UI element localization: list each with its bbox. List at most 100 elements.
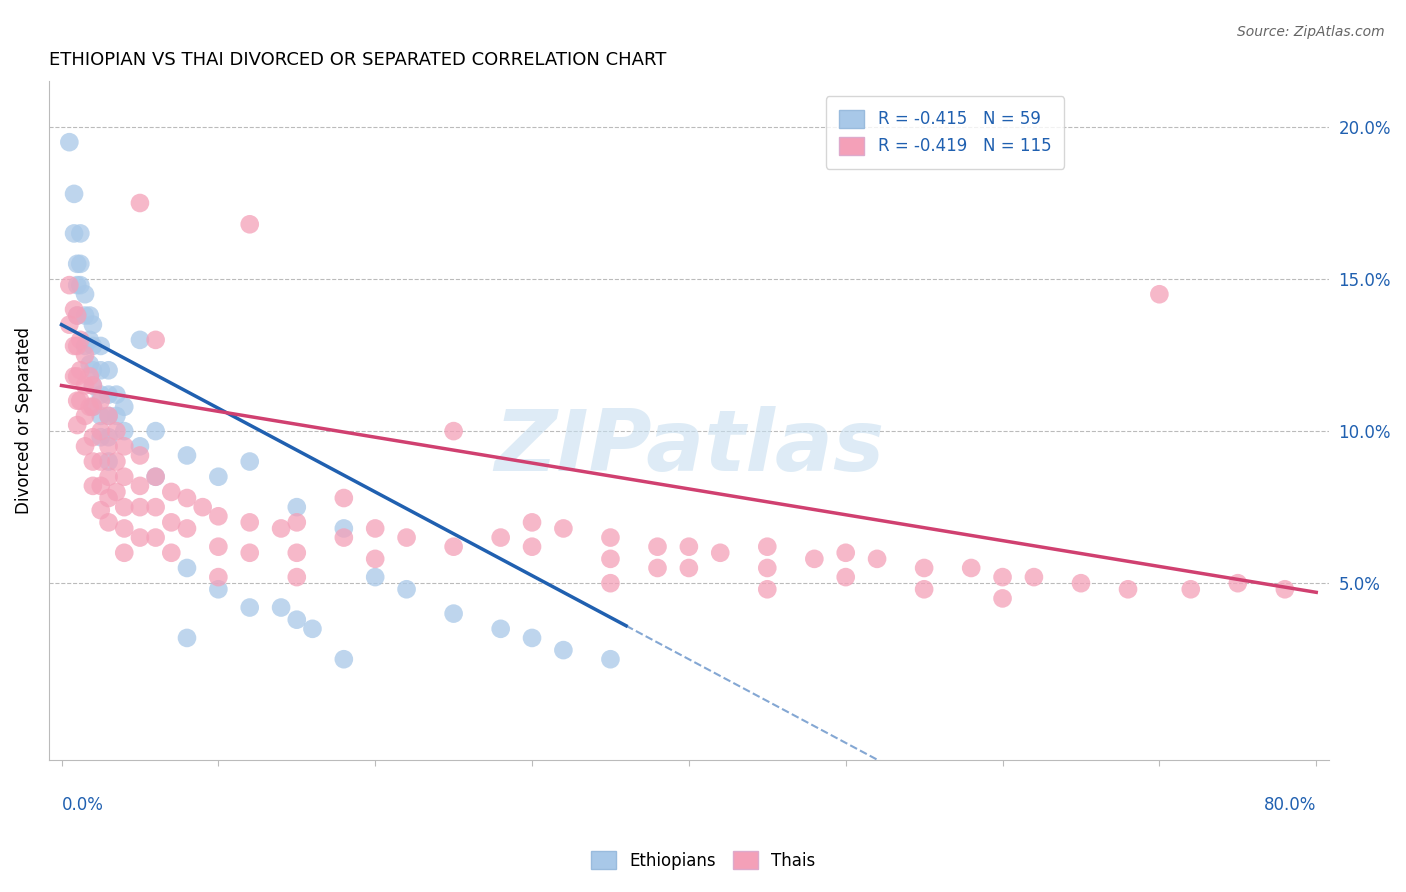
Point xyxy=(97,409,120,423)
Point xyxy=(105,424,128,438)
Point xyxy=(129,333,152,347)
Point xyxy=(912,582,935,597)
Point xyxy=(1022,570,1045,584)
Point xyxy=(58,278,80,293)
Point xyxy=(66,417,89,432)
Point xyxy=(520,540,543,554)
Point xyxy=(285,613,308,627)
Point xyxy=(285,516,308,530)
Point xyxy=(912,561,935,575)
Point xyxy=(82,318,104,332)
Point xyxy=(90,424,112,438)
Point xyxy=(105,454,128,468)
Point xyxy=(97,469,120,483)
Point xyxy=(129,500,152,515)
Point xyxy=(69,333,91,347)
Point xyxy=(82,378,104,392)
Point xyxy=(364,552,387,566)
Point xyxy=(112,469,135,483)
Point xyxy=(66,393,89,408)
Point xyxy=(489,622,512,636)
Point xyxy=(599,576,621,591)
Point xyxy=(97,409,120,423)
Point xyxy=(69,227,91,241)
Point xyxy=(160,546,183,560)
Point xyxy=(69,393,91,408)
Point xyxy=(66,369,89,384)
Point xyxy=(69,363,91,377)
Point xyxy=(756,582,779,597)
Point xyxy=(112,439,135,453)
Y-axis label: Divorced or Separated: Divorced or Separated xyxy=(15,327,32,514)
Point xyxy=(176,561,198,575)
Point xyxy=(90,363,112,377)
Point xyxy=(176,491,198,505)
Point xyxy=(97,363,120,377)
Point xyxy=(270,521,292,535)
Point xyxy=(1149,287,1171,301)
Legend: R = -0.415   N = 59, R = -0.419   N = 115: R = -0.415 N = 59, R = -0.419 N = 115 xyxy=(825,96,1064,169)
Point xyxy=(991,591,1014,606)
Point xyxy=(105,409,128,423)
Point xyxy=(145,500,167,515)
Point xyxy=(756,540,779,554)
Point xyxy=(647,540,669,554)
Point xyxy=(520,516,543,530)
Point xyxy=(270,600,292,615)
Point xyxy=(207,509,229,524)
Point xyxy=(112,546,135,560)
Point xyxy=(82,400,104,414)
Point xyxy=(991,570,1014,584)
Point xyxy=(66,257,89,271)
Point xyxy=(63,339,86,353)
Point xyxy=(285,500,308,515)
Point xyxy=(301,622,323,636)
Point xyxy=(489,531,512,545)
Point xyxy=(82,378,104,392)
Point xyxy=(63,369,86,384)
Point xyxy=(160,485,183,500)
Point xyxy=(82,339,104,353)
Point xyxy=(207,540,229,554)
Point xyxy=(79,333,101,347)
Point xyxy=(97,387,120,401)
Point xyxy=(90,430,112,444)
Point xyxy=(553,643,575,657)
Point xyxy=(90,339,112,353)
Point xyxy=(709,546,731,560)
Point xyxy=(82,454,104,468)
Point xyxy=(112,521,135,535)
Point xyxy=(333,531,356,545)
Point xyxy=(443,540,465,554)
Point xyxy=(105,485,128,500)
Point xyxy=(333,652,356,666)
Point xyxy=(97,516,120,530)
Point xyxy=(73,309,96,323)
Point xyxy=(145,469,167,483)
Legend: Ethiopians, Thais: Ethiopians, Thais xyxy=(585,845,821,877)
Point xyxy=(97,491,120,505)
Point xyxy=(97,439,120,453)
Point xyxy=(82,430,104,444)
Point xyxy=(678,561,700,575)
Point xyxy=(112,500,135,515)
Point xyxy=(553,521,575,535)
Point xyxy=(129,439,152,453)
Point xyxy=(176,521,198,535)
Point xyxy=(160,516,183,530)
Point xyxy=(97,430,120,444)
Point xyxy=(960,561,983,575)
Point xyxy=(129,479,152,493)
Point xyxy=(239,516,262,530)
Point xyxy=(207,469,229,483)
Point xyxy=(207,570,229,584)
Point xyxy=(73,339,96,353)
Point xyxy=(73,287,96,301)
Point xyxy=(129,196,152,211)
Point xyxy=(239,217,262,231)
Point xyxy=(90,503,112,517)
Point xyxy=(599,652,621,666)
Point xyxy=(66,278,89,293)
Point xyxy=(79,400,101,414)
Point xyxy=(239,454,262,468)
